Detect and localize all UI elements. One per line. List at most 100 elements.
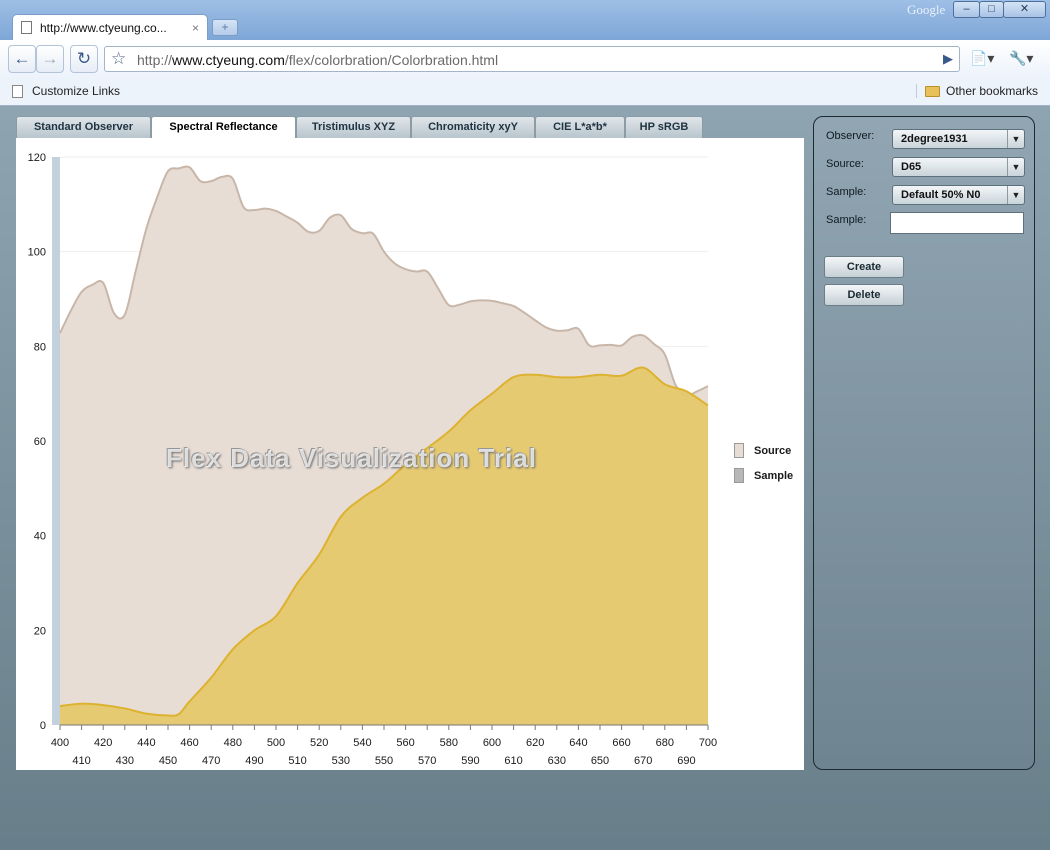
observer-dropdown[interactable]: 2degree1931 ▼ xyxy=(892,129,1025,149)
wrench-menu-icon[interactable]: 🔧▾ xyxy=(1009,50,1034,66)
x-tick-label: 680 xyxy=(656,737,674,749)
y-tick-label: 20 xyxy=(34,625,46,637)
sample-name-label: Sample: xyxy=(826,214,867,226)
x-tick-label: 580 xyxy=(440,737,458,749)
legend-label-sample: Sample xyxy=(754,469,794,482)
forward-button[interactable]: → xyxy=(36,45,64,73)
legend-swatch-sample xyxy=(734,468,744,483)
x-tick-label: 570 xyxy=(418,755,436,767)
reload-button[interactable]: ↻ xyxy=(70,45,98,73)
browser-toolbar: ← → ↻ ☆ http://www.ctyeung.com/flex/colo… xyxy=(0,40,1050,78)
create-button[interactable]: Create xyxy=(824,256,904,278)
x-tick-label: 670 xyxy=(634,755,652,767)
x-tick-label: 410 xyxy=(72,755,90,767)
sample-label: Sample: xyxy=(826,186,867,198)
close-window-button[interactable]: ✕ xyxy=(1003,1,1046,18)
legend-label-source: Source xyxy=(754,444,792,457)
maximize-button[interactable]: □ xyxy=(979,1,1004,18)
observer-label: Observer: xyxy=(826,130,875,142)
chevron-down-icon[interactable]: ▼ xyxy=(1007,158,1024,176)
x-tick-label: 690 xyxy=(677,755,695,767)
x-tick-label: 630 xyxy=(548,755,566,767)
x-tick-label: 420 xyxy=(94,737,112,749)
x-tick-label: 660 xyxy=(612,737,630,749)
go-icon[interactable]: ▶ xyxy=(943,51,953,66)
star-icon[interactable]: ☆ xyxy=(111,49,127,68)
flex-app: Standard Observer Spectral Reflectance T… xyxy=(0,106,1050,850)
y-tick-label: 40 xyxy=(34,531,46,543)
source-value: D65 xyxy=(901,161,922,173)
browser-tab-title: http://www.ctyeung.co... xyxy=(40,20,167,35)
new-tab-button[interactable]: + xyxy=(212,19,238,36)
y-axis-band xyxy=(52,157,60,725)
x-tick-label: 590 xyxy=(461,755,479,767)
tab-hp-srgb[interactable]: HP sRGB xyxy=(625,116,703,138)
x-tick-label: 550 xyxy=(375,755,393,767)
chart-legend: Source Sample xyxy=(734,438,793,488)
watermark-text: Flex Data Visualization Trial xyxy=(166,443,537,473)
x-tick-label: 480 xyxy=(224,737,242,749)
chevron-down-icon[interactable]: ▼ xyxy=(1007,130,1024,148)
x-tick-label: 560 xyxy=(396,737,414,749)
browser-tab[interactable]: http://www.ctyeung.co... × xyxy=(12,14,208,40)
close-tab-icon[interactable]: × xyxy=(191,20,199,35)
tab-cie-lab[interactable]: CIE L*a*b* xyxy=(535,116,625,138)
x-tick-label: 500 xyxy=(267,737,285,749)
y-tick-label: 80 xyxy=(34,341,46,353)
chart-panel: 0 20 40 60 80 100 120 400 420 440 460 480 500 520 540 5… xyxy=(16,138,804,770)
x-tick-label: 600 xyxy=(483,737,501,749)
bookmarks-bar: Customize Links Other bookmarks xyxy=(0,78,1050,106)
series-line-sample xyxy=(59,366,709,717)
legend-swatch-source xyxy=(734,443,744,458)
delete-button[interactable]: Delete xyxy=(824,284,904,306)
url-text: http://www.ctyeung.com/flex/colorbration… xyxy=(137,52,499,68)
y-tick-label: 60 xyxy=(34,436,46,448)
x-tick-label: 520 xyxy=(310,737,328,749)
series-line-source xyxy=(59,165,709,397)
tab-tristimulus-xyz[interactable]: Tristimulus XYZ xyxy=(296,116,411,138)
x-tick-label: 540 xyxy=(353,737,371,749)
observer-value: 2degree1931 xyxy=(901,133,968,145)
sample-name-input[interactable] xyxy=(890,212,1024,234)
page-menu-icon[interactable]: 📄▾ xyxy=(970,50,995,66)
x-tick-label: 650 xyxy=(591,755,609,767)
series-area-sample xyxy=(60,367,708,725)
bookmark-other[interactable]: Other bookmarks xyxy=(916,84,1038,98)
x-tick-label: 700 xyxy=(699,737,717,749)
x-tick-label: 440 xyxy=(137,737,155,749)
tab-chromaticity-xyy[interactable]: Chromaticity xyY xyxy=(411,116,535,138)
back-button[interactable]: ← xyxy=(8,45,36,73)
x-tick-label: 530 xyxy=(332,755,350,767)
x-tick-label: 460 xyxy=(180,737,198,749)
sample-value: Default 50% N0 xyxy=(901,189,981,201)
brand-label: Google xyxy=(907,2,946,17)
x-tick-label: 510 xyxy=(288,755,306,767)
x-tick-label: 430 xyxy=(116,755,134,767)
address-bar[interactable]: ☆ http://www.ctyeung.com/flex/colorbrati… xyxy=(104,46,960,72)
source-dropdown[interactable]: D65 ▼ xyxy=(892,157,1025,177)
x-tick-label: 490 xyxy=(245,755,263,767)
x-tick-label: 620 xyxy=(526,737,544,749)
legend-item-sample[interactable]: Sample xyxy=(734,463,793,488)
minimize-button[interactable]: – xyxy=(953,1,980,18)
control-panel: Observer: 2degree1931 ▼ Source: D65 ▼ Sa… xyxy=(813,116,1035,770)
document-icon xyxy=(12,84,23,98)
x-tick-label: 610 xyxy=(504,755,522,767)
y-tick-label: 0 xyxy=(40,720,46,732)
chevron-down-icon[interactable]: ▼ xyxy=(1007,186,1024,204)
legend-item-source[interactable]: Source xyxy=(734,438,793,463)
y-tick-label: 120 xyxy=(28,152,46,164)
sample-dropdown[interactable]: Default 50% N0 ▼ xyxy=(892,185,1025,205)
tab-standard-observer[interactable]: Standard Observer xyxy=(16,116,151,138)
folder-icon xyxy=(925,85,940,97)
tab-spectral-reflectance[interactable]: Spectral Reflectance xyxy=(151,116,296,139)
x-tick-label: 470 xyxy=(202,755,220,767)
browser-titlebar: http://www.ctyeung.co... × + Google – □ … xyxy=(0,0,1050,40)
x-tick-label: 400 xyxy=(51,737,69,749)
source-label: Source: xyxy=(826,158,864,170)
x-tick-label: 450 xyxy=(159,755,177,767)
page-icon xyxy=(21,21,32,34)
bookmark-customize-links[interactable]: Customize Links xyxy=(12,84,120,98)
x-tick-label: 640 xyxy=(569,737,587,749)
